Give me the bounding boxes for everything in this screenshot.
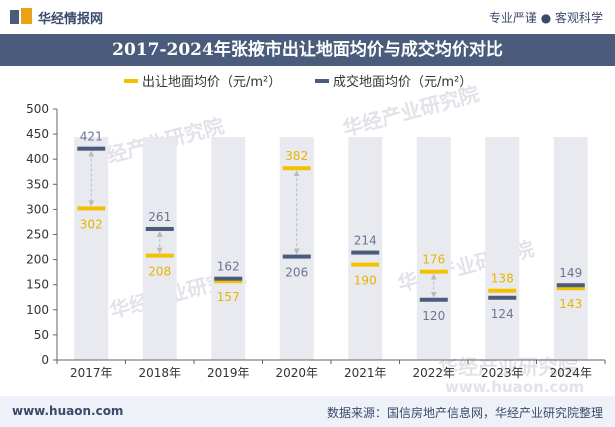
x-tick-label: 2019年 bbox=[207, 366, 250, 380]
x-tick-label: 2021年 bbox=[344, 366, 387, 380]
legend-swatch bbox=[315, 79, 329, 83]
brand-logo-icon bbox=[10, 8, 32, 24]
footer-source: 数据来源：国信房地产信息网，华经产业研究院整理 bbox=[326, 406, 603, 420]
series-b-data-label: 261 bbox=[148, 210, 171, 224]
series-a-marker bbox=[214, 279, 243, 284]
x-tick-label: 2022年 bbox=[412, 366, 455, 380]
x-tick-label: 2023年 bbox=[481, 366, 524, 380]
series-b-marker bbox=[351, 250, 380, 255]
chart-title: 2017-2024年张掖市出让地面均价与成交均价对比 bbox=[112, 40, 503, 60]
y-tick-label: 350 bbox=[26, 177, 49, 191]
series-a-data-label: 302 bbox=[80, 217, 103, 231]
brand-name: 华经情报网 bbox=[38, 12, 104, 27]
x-axis: 2017年 2018年 2019年 2020年 2021年 2022年 2023年 2024年 bbox=[56, 359, 606, 380]
series-b-marker bbox=[488, 295, 517, 300]
footer: www.huaon.com 数据来源：国信房地产信息网，华经产业研究院整理 bbox=[0, 396, 615, 427]
category-band bbox=[485, 137, 520, 360]
series-b-data-label: 206 bbox=[285, 266, 308, 280]
y-tick-label: 400 bbox=[26, 152, 49, 166]
series-b-marker bbox=[556, 283, 585, 288]
series-b-marker bbox=[145, 226, 174, 231]
series-b-data-label: 120 bbox=[422, 309, 445, 323]
x-tick-label: 2020年 bbox=[275, 366, 318, 380]
series-b-marker bbox=[419, 297, 448, 302]
watermark-text: 华经产业研究院 bbox=[340, 81, 481, 140]
category-band bbox=[553, 137, 588, 360]
category-band bbox=[416, 137, 451, 360]
series-a-data-label: 176 bbox=[422, 253, 445, 267]
legend: 出让地面均价（元/m²） 成交地面均价（元/m²） bbox=[124, 74, 472, 90]
series-a-marker bbox=[419, 269, 448, 274]
title-bar: 2017-2024年张掖市出让地面均价与成交均价对比 bbox=[0, 34, 615, 66]
series-a-marker bbox=[77, 206, 106, 211]
category-bands bbox=[74, 137, 588, 360]
y-tick-label: 100 bbox=[26, 303, 49, 317]
y-tick-label: 200 bbox=[26, 253, 49, 267]
series-a-data-label: 190 bbox=[354, 274, 377, 288]
x-tick-label: 2018年 bbox=[138, 366, 181, 380]
tagline: 专业严谨 ● 客观科学 bbox=[488, 11, 603, 25]
series-b-data-label: 162 bbox=[217, 260, 240, 274]
series-b-data-label: 149 bbox=[559, 266, 582, 280]
legend-label: 成交地面均价（元/m²） bbox=[333, 74, 472, 90]
legend-label: 出让地面均价（元/m²） bbox=[142, 75, 281, 90]
series-b-data-label: 214 bbox=[354, 234, 377, 248]
y-tick-label: 500 bbox=[26, 102, 49, 116]
category-band bbox=[348, 137, 383, 360]
y-tick-label: 150 bbox=[26, 278, 49, 292]
series-a-marker bbox=[556, 286, 585, 291]
series-a-marker bbox=[351, 262, 380, 267]
y-tick-label: 300 bbox=[26, 202, 49, 216]
series-a-data-label: 208 bbox=[148, 265, 171, 279]
legend-swatch bbox=[124, 79, 138, 83]
series-b-marker bbox=[77, 146, 106, 151]
x-tick-label: 2017年 bbox=[70, 366, 113, 380]
data-marks: 302 421 208 261 157 162 382 206 190 214 176 120 138 1… bbox=[77, 130, 585, 323]
y-tick-label: 50 bbox=[34, 328, 49, 342]
series-a-marker bbox=[488, 288, 517, 293]
category-band bbox=[211, 137, 246, 360]
series-b-data-label: 124 bbox=[491, 307, 514, 321]
series-b-marker bbox=[282, 254, 311, 259]
series-a-data-label: 143 bbox=[559, 297, 582, 311]
x-tick-label: 2024年 bbox=[549, 366, 592, 380]
chart: 华经产业研究院 华经产业研究院 华经产业研究院 华经产业研究院 华经产业研究院 … bbox=[26, 74, 606, 396]
y-axis: 0 50 100 150 200 250 300 350 400 450 500 bbox=[26, 102, 58, 367]
series-a-marker bbox=[282, 166, 311, 171]
y-tick-label: 250 bbox=[26, 228, 49, 242]
series-a-data-label: 157 bbox=[217, 290, 240, 304]
y-tick-label: 450 bbox=[26, 127, 49, 141]
y-tick-label: 0 bbox=[41, 353, 49, 367]
series-a-data-label: 382 bbox=[285, 149, 308, 163]
series-a-data-label: 138 bbox=[491, 272, 514, 286]
series-b-marker bbox=[214, 276, 243, 281]
series-a-marker bbox=[145, 253, 174, 258]
watermark-url: www.huaon.com bbox=[445, 378, 584, 396]
footer-website: www.huaon.com bbox=[12, 404, 124, 418]
top-bar: 华经情报网 专业严谨 ● 客观科学 bbox=[0, 0, 615, 34]
category-band bbox=[142, 137, 177, 360]
series-b-data-label: 421 bbox=[80, 130, 103, 144]
